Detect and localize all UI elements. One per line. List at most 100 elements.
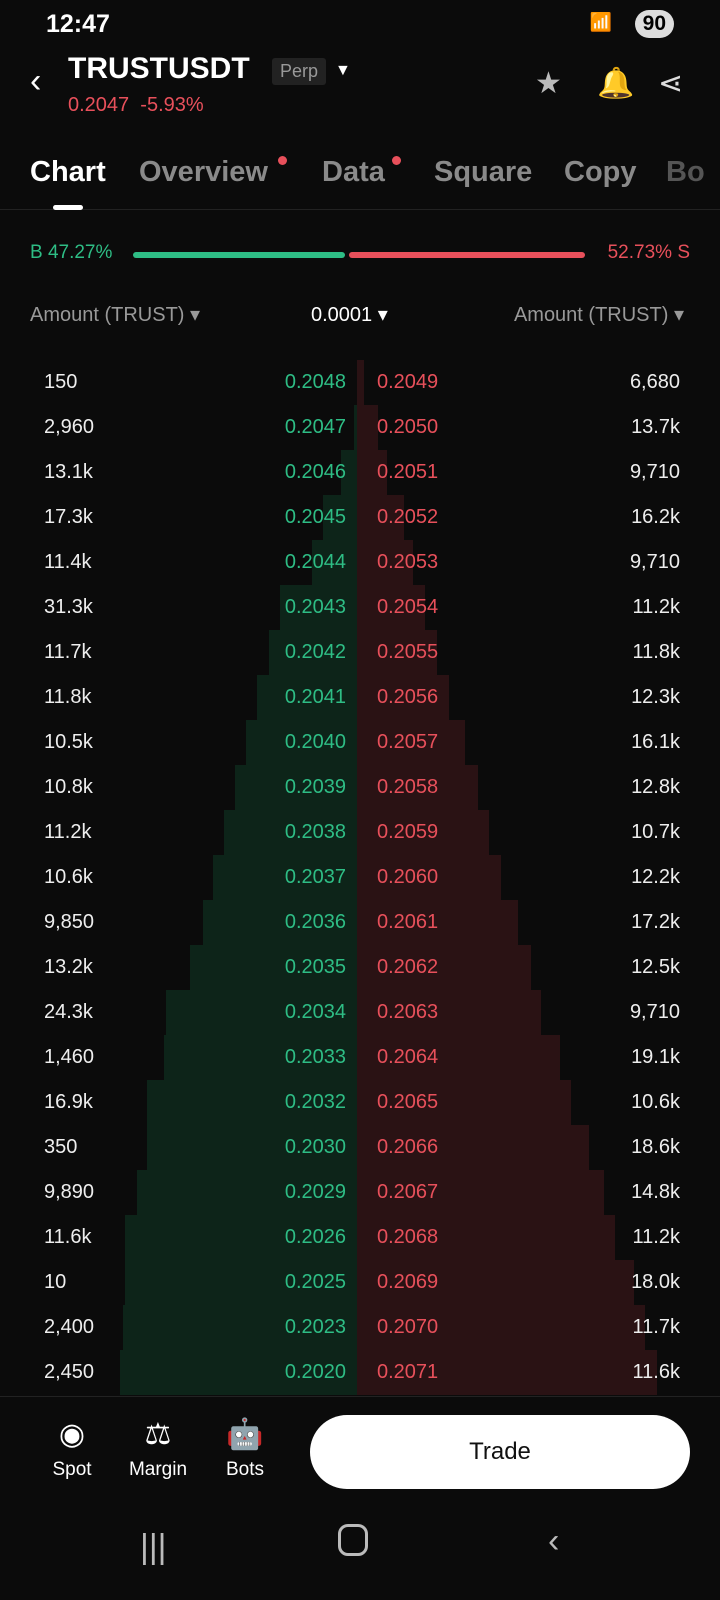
bots-button[interactable]: 🤖 Bots	[205, 1417, 285, 1481]
home-icon[interactable]	[338, 1524, 368, 1556]
bid-price[interactable]: 0.2042	[284, 641, 346, 663]
bid-amount-unit-dropdown[interactable]: Amount (TRUST) ▾	[30, 304, 201, 326]
recents-icon[interactable]: |||	[140, 1528, 167, 1566]
tab-overview[interactable]: Overview	[139, 156, 268, 188]
orderbook-row[interactable]: 2,400 0.2023 0.2070 11.7k	[0, 1305, 720, 1350]
orderbook-row[interactable]: 13.2k 0.2035 0.2062 12.5k	[0, 945, 720, 990]
ask-price[interactable]: 0.2053	[377, 551, 439, 573]
bid-price[interactable]: 0.2032	[284, 1091, 346, 1113]
clock: 12:47	[46, 10, 110, 38]
orderbook-row[interactable]: 150 0.2048 0.2049 6,680	[0, 360, 720, 405]
ask-price[interactable]: 0.2050	[377, 416, 439, 438]
orderbook-row[interactable]: 10.5k 0.2040 0.2057 16.1k	[0, 720, 720, 765]
orderbook-row[interactable]: 11.7k 0.2042 0.2055 11.8k	[0, 630, 720, 675]
bid-price[interactable]: 0.2044	[284, 551, 346, 573]
orderbook-row[interactable]: 2,450 0.2020 0.2071 11.6k	[0, 1350, 720, 1395]
bid-price[interactable]: 0.2045	[284, 506, 346, 528]
bid-price[interactable]: 0.2047	[284, 416, 346, 438]
back-icon[interactable]: ‹	[30, 62, 42, 100]
ask-price[interactable]: 0.2066	[377, 1136, 439, 1158]
bid-price[interactable]: 0.2034	[284, 1001, 346, 1023]
bid-price[interactable]: 0.2046	[284, 461, 346, 483]
bid-price[interactable]: 0.2038	[284, 821, 346, 843]
bid-price[interactable]: 0.2029	[284, 1181, 346, 1203]
bid-amount: 150	[44, 371, 78, 393]
ask-amount: 11.2k	[632, 1226, 680, 1248]
orderbook-row[interactable]: 11.6k 0.2026 0.2068 11.2k	[0, 1215, 720, 1260]
bid-price[interactable]: 0.2043	[284, 596, 346, 618]
trade-button[interactable]: Trade	[310, 1415, 690, 1489]
orderbook-row[interactable]: 31.3k 0.2043 0.2054 11.2k	[0, 585, 720, 630]
tab-more[interactable]: Bo	[666, 156, 705, 188]
ask-amount-unit-dropdown[interactable]: Amount (TRUST) ▾	[513, 304, 684, 326]
ask-price[interactable]: 0.2055	[377, 641, 439, 663]
ask-price[interactable]: 0.2061	[377, 911, 439, 933]
ask-price[interactable]: 0.2052	[377, 506, 439, 528]
bid-price[interactable]: 0.2035	[284, 956, 346, 978]
spot-button[interactable]: ◉ Spot	[32, 1417, 112, 1481]
bid-price[interactable]: 0.2037	[284, 866, 346, 888]
bid-price[interactable]: 0.2023	[284, 1316, 346, 1338]
ask-price[interactable]: 0.2065	[377, 1091, 439, 1113]
bid-price[interactable]: 0.2026	[284, 1226, 346, 1248]
ask-price[interactable]: 0.2060	[377, 866, 439, 888]
tab-square[interactable]: Square	[434, 156, 533, 188]
bid-price[interactable]: 0.2041	[284, 686, 346, 708]
bid-amount: 11.2k	[44, 821, 92, 843]
bid-price[interactable]: 0.2048	[284, 371, 346, 393]
orderbook-row[interactable]: 10.8k 0.2039 0.2058 12.8k	[0, 765, 720, 810]
orderbook-row[interactable]: 11.2k 0.2038 0.2059 10.7k	[0, 810, 720, 855]
ask-price[interactable]: 0.2067	[377, 1181, 439, 1203]
bid-amount: 13.2k	[44, 956, 93, 978]
symbol-dropdown-icon[interactable]: ▼	[335, 62, 351, 79]
orderbook-row[interactable]: 350 0.2030 0.2066 18.6k	[0, 1125, 720, 1170]
ask-price[interactable]: 0.2057	[377, 731, 439, 753]
ask-price[interactable]: 0.2069	[377, 1271, 439, 1293]
bid-price[interactable]: 0.2036	[284, 911, 346, 933]
ask-price[interactable]: 0.2068	[377, 1226, 439, 1248]
orderbook-row[interactable]: 10 0.2025 0.2069 18.0k	[0, 1260, 720, 1305]
bid-amount: 24.3k	[44, 1001, 93, 1023]
ask-price[interactable]: 0.2071	[377, 1361, 439, 1383]
spot-coin-icon: ◉	[58, 1418, 86, 1451]
bid-price[interactable]: 0.2033	[284, 1046, 346, 1068]
orderbook-row[interactable]: 9,850 0.2036 0.2061 17.2k	[0, 900, 720, 945]
ask-price[interactable]: 0.2059	[377, 821, 439, 843]
orderbook-row[interactable]: 24.3k 0.2034 0.2063 9,710	[0, 990, 720, 1035]
share-icon[interactable]: ⋖	[658, 67, 684, 100]
star-icon[interactable]: ★	[535, 67, 562, 100]
orderbook-row[interactable]: 16.9k 0.2032 0.2065 10.6k	[0, 1080, 720, 1125]
ask-price[interactable]: 0.2070	[377, 1316, 439, 1338]
tab-chart[interactable]: Chart	[30, 156, 106, 188]
bid-price[interactable]: 0.2040	[284, 731, 346, 753]
bid-price[interactable]: 0.2020	[284, 1361, 346, 1383]
ask-price[interactable]: 0.2054	[377, 596, 439, 618]
orderbook-row[interactable]: 2,960 0.2047 0.2050 13.7k	[0, 405, 720, 450]
tab-copy[interactable]: Copy	[564, 156, 637, 188]
ask-price[interactable]: 0.2056	[377, 686, 439, 708]
bid-price[interactable]: 0.2025	[284, 1271, 346, 1293]
last-price: 0.2047	[68, 94, 130, 116]
tab-data[interactable]: Data	[322, 156, 385, 188]
ask-price[interactable]: 0.2062	[377, 956, 439, 978]
ask-depth-bar	[357, 450, 388, 495]
bell-plus-icon[interactable]: 🔔	[597, 67, 635, 100]
orderbook-row[interactable]: 11.8k 0.2041 0.2056 12.3k	[0, 675, 720, 720]
ask-price[interactable]: 0.2058	[377, 776, 439, 798]
back-nav-icon[interactable]: ‹	[548, 1522, 560, 1560]
orderbook-row[interactable]: 10.6k 0.2037 0.2060 12.2k	[0, 855, 720, 900]
ask-price[interactable]: 0.2051	[377, 461, 439, 483]
orderbook-row[interactable]: 13.1k 0.2046 0.2051 9,710	[0, 450, 720, 495]
ask-price[interactable]: 0.2063	[377, 1001, 439, 1023]
orderbook-row[interactable]: 9,890 0.2029 0.2067 14.8k	[0, 1170, 720, 1215]
orderbook-row[interactable]: 17.3k 0.2045 0.2052 16.2k	[0, 495, 720, 540]
precision-dropdown[interactable]: 0.0001 ▾	[311, 304, 388, 326]
orderbook-row[interactable]: 1,460 0.2033 0.2064 19.1k	[0, 1035, 720, 1080]
bid-price[interactable]: 0.2030	[284, 1136, 346, 1158]
margin-button[interactable]: ⚖ Margin	[118, 1417, 198, 1481]
bid-price[interactable]: 0.2039	[284, 776, 346, 798]
symbol-title[interactable]: TRUSTUSDT	[68, 52, 250, 85]
ask-price[interactable]: 0.2049	[377, 371, 439, 393]
orderbook-row[interactable]: 11.4k 0.2044 0.2053 9,710	[0, 540, 720, 585]
ask-price[interactable]: 0.2064	[377, 1046, 439, 1068]
